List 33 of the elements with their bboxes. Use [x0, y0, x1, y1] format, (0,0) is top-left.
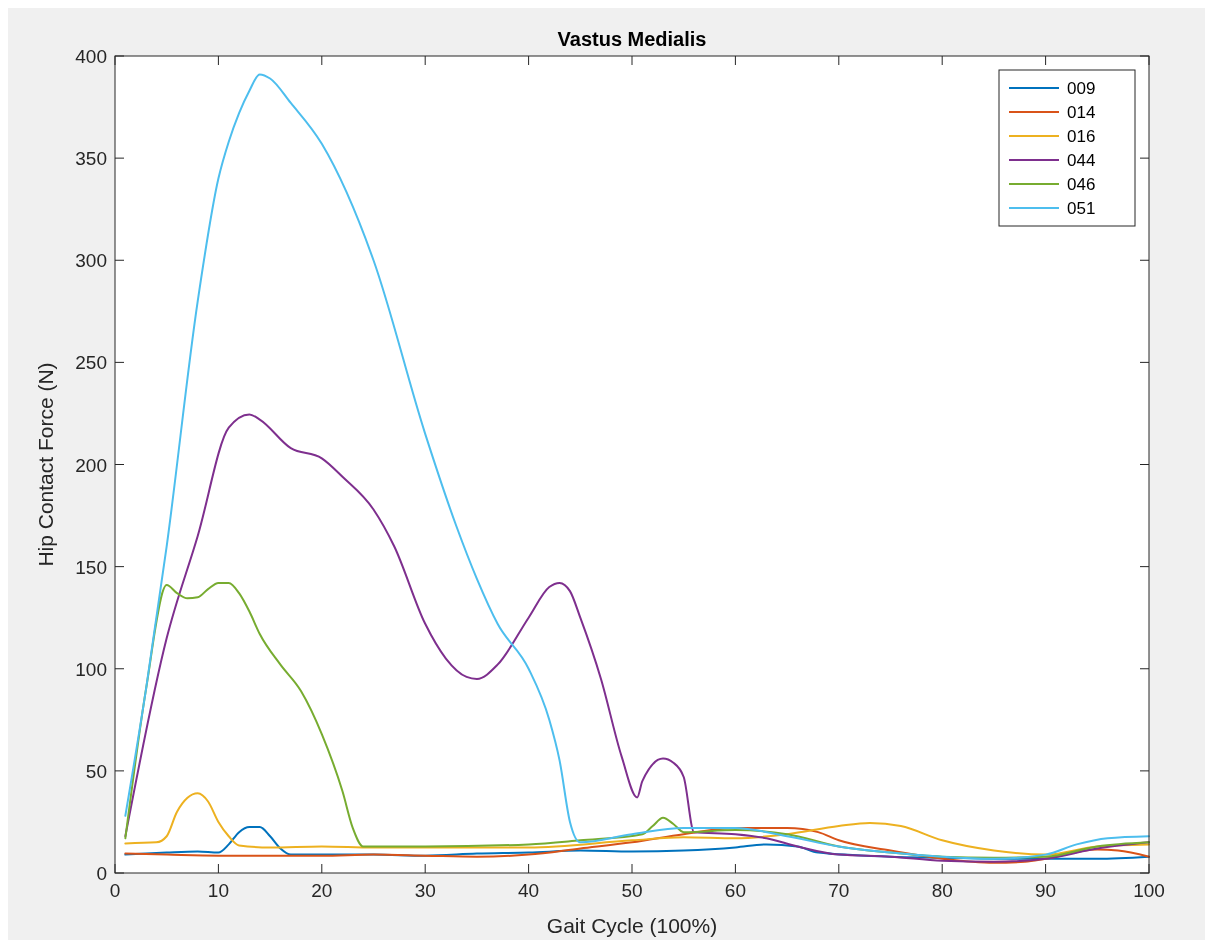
line-series: [124, 413, 1150, 863]
x-tick-label: 90: [1035, 880, 1057, 901]
x-tick-label: 80: [931, 880, 953, 901]
legend-label: 051: [1067, 199, 1096, 218]
y-axis-title: Hip Contact Force (N): [34, 362, 57, 567]
legend-label: 044: [1067, 151, 1096, 170]
line-series: [124, 73, 1150, 860]
y-tick-label: 300: [75, 250, 107, 272]
y-tick-label: 200: [75, 454, 107, 476]
legend-label: 016: [1067, 127, 1096, 146]
x-axis-title: Gait Cycle (100%): [546, 914, 718, 937]
y-tick-label: 0: [96, 863, 107, 884]
x-tick-label: 60: [724, 880, 746, 901]
y-tick-label: 100: [75, 658, 107, 680]
legend-label: 014: [1067, 103, 1096, 122]
line-series: [124, 581, 1150, 859]
x-tick-label: 100: [1133, 880, 1165, 901]
x-tick-label: 50: [621, 880, 643, 901]
legend-label: 046: [1067, 175, 1096, 194]
legend-label: 009: [1067, 79, 1096, 98]
x-tick-label: 70: [828, 880, 850, 901]
line-series: [124, 792, 1150, 856]
x-tick-label: 20: [311, 880, 333, 901]
chart-title: Vastus Medialis: [557, 28, 707, 50]
x-tick-label: 0: [109, 880, 121, 901]
x-tick-label: 30: [414, 880, 436, 901]
y-tick-label: 250: [75, 352, 107, 374]
x-tick-label: 40: [518, 880, 540, 901]
y-tick-label: 350: [75, 148, 107, 170]
y-tick-label: 50: [85, 760, 107, 782]
y-tick-label: 150: [75, 556, 107, 578]
y-tick-label: 400: [75, 46, 107, 67]
x-tick-label: 10: [207, 880, 229, 901]
